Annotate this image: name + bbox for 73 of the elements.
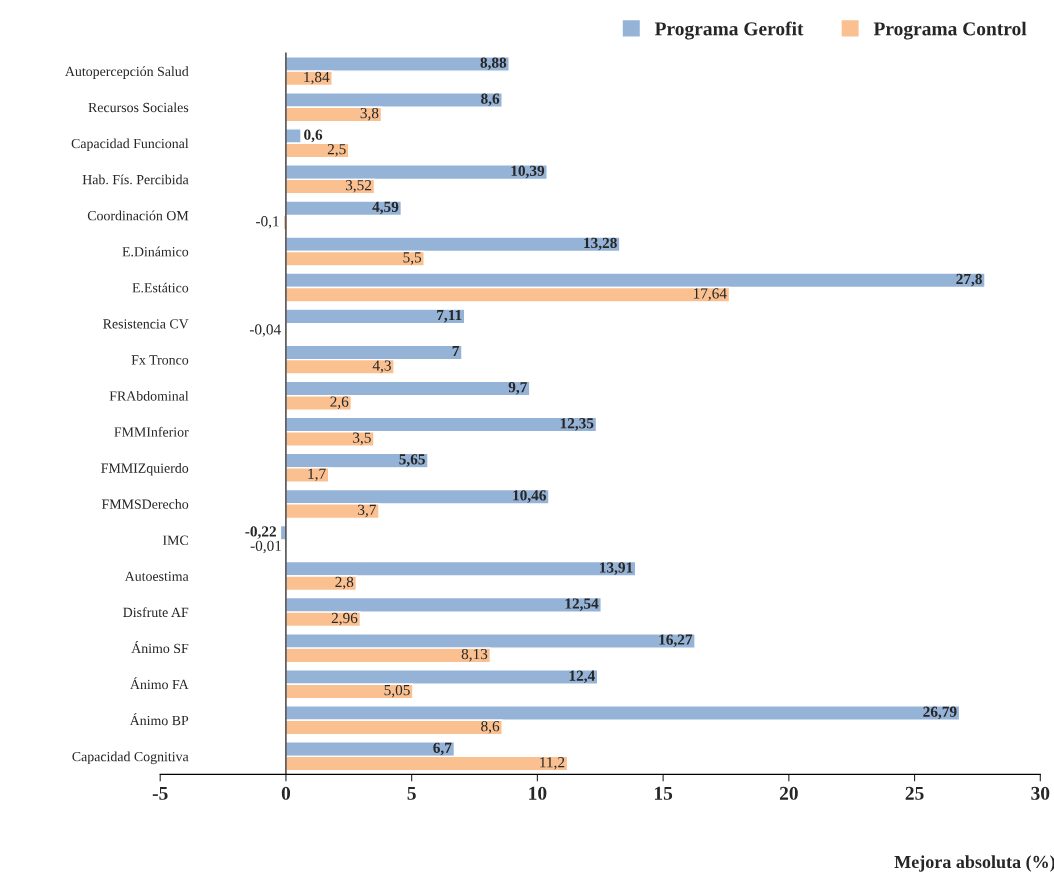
data-label: 8,88 xyxy=(480,57,507,70)
data-label: 26,79 xyxy=(923,706,957,720)
data-label: 11,2 xyxy=(540,757,565,770)
data-label: 17,64 xyxy=(693,288,727,301)
x-tick-label: 5 xyxy=(407,786,416,800)
data-label: 10,39 xyxy=(511,165,545,179)
data-label: 12,35 xyxy=(560,418,594,431)
y-tick-label: Ánimo FA xyxy=(130,677,189,690)
data-label: 3,8 xyxy=(360,107,379,121)
x-axis-title: Mejora absoluta (%) xyxy=(894,855,1054,872)
data-label: 6,7 xyxy=(433,742,452,756)
y-tick-label: Ánimo SF xyxy=(131,641,189,654)
bar xyxy=(285,200,403,217)
y-tick-label: Capacidad Cognitiva xyxy=(72,751,189,765)
x-tick-label: 10 xyxy=(529,786,547,800)
y-tick-label: Hab. Fís. Percibida xyxy=(82,174,189,185)
data-label: 7 xyxy=(452,346,460,357)
y-tick-label: E.Dinámico xyxy=(122,246,189,257)
data-label: -0,04 xyxy=(249,324,281,337)
y-tick-label: Resistencia CV xyxy=(103,319,189,329)
x-tick-label: 20 xyxy=(779,786,798,800)
data-label: 3,5 xyxy=(353,432,371,445)
y-tick-label: Ánimo BP xyxy=(129,713,189,726)
data-label: 10,46 xyxy=(513,490,546,503)
data-label: -0,01 xyxy=(250,540,281,554)
data-label: 9,7 xyxy=(508,382,527,395)
data-label: 2,6 xyxy=(330,396,349,409)
data-label: 12,4 xyxy=(569,670,595,684)
data-label: 5,65 xyxy=(399,454,425,467)
y-tick-label: Fx Tronco xyxy=(131,355,189,365)
x-tick-label: 15 xyxy=(654,786,673,800)
y-tick-label: FMMInferior xyxy=(114,426,189,437)
data-label: 8,13 xyxy=(461,648,488,662)
legend-label: Programa Gerofit xyxy=(654,21,804,40)
y-tick-label: IMC xyxy=(162,535,188,545)
data-label: 5,05 xyxy=(384,684,410,698)
y-tick-label: E.Estático xyxy=(132,282,189,293)
data-label: 2,5 xyxy=(327,144,346,157)
data-label: 12,54 xyxy=(565,598,599,611)
data-label: -0,22 xyxy=(245,526,276,539)
x-tick-label: -5 xyxy=(152,786,168,800)
data-label: 4,59 xyxy=(372,201,399,215)
y-tick-label: Autoestima xyxy=(124,571,189,581)
data-label: 2,96 xyxy=(331,612,358,626)
data-label: 7,11 xyxy=(437,309,462,323)
data-label: -0,1 xyxy=(256,216,279,229)
data-label: 1,84 xyxy=(304,71,330,85)
data-label: 13,28 xyxy=(584,237,617,251)
data-label: 4,3 xyxy=(372,360,391,373)
x-tick-label: 30 xyxy=(1031,786,1050,800)
data-label: 5,5 xyxy=(403,252,422,265)
y-tick-label: Coordinación OM xyxy=(87,210,189,221)
y-tick-label: FMMSDerecho xyxy=(101,499,189,509)
bar xyxy=(285,308,466,325)
x-tick-label: 25 xyxy=(905,786,924,800)
legend-label: Programa Control xyxy=(873,21,1027,40)
data-label: 13,91 xyxy=(600,562,633,575)
y-tick-label: Disfrute AF xyxy=(123,607,189,618)
data-label: 2,8 xyxy=(335,576,354,590)
data-label: 8,6 xyxy=(481,93,500,107)
data-label: 0,6 xyxy=(304,129,323,143)
y-tick-label: Autopercepción Salud xyxy=(65,66,189,79)
x-tick-label: 0 xyxy=(281,786,291,800)
y-tick-label: FMMIZquierdo xyxy=(101,463,189,476)
y-tick-label: Recursos Sociales xyxy=(88,102,189,113)
data-label: 1,7 xyxy=(308,468,326,482)
y-tick-label: FRAbdominal xyxy=(109,390,189,401)
data-label: 3,52 xyxy=(345,180,372,193)
y-tick-label: Capacidad Funcional xyxy=(71,138,189,152)
data-label: 27,8 xyxy=(956,273,982,287)
data-label: 8,6 xyxy=(481,721,500,734)
data-label: 3,7 xyxy=(358,504,377,518)
data-label: 16,27 xyxy=(659,634,693,647)
